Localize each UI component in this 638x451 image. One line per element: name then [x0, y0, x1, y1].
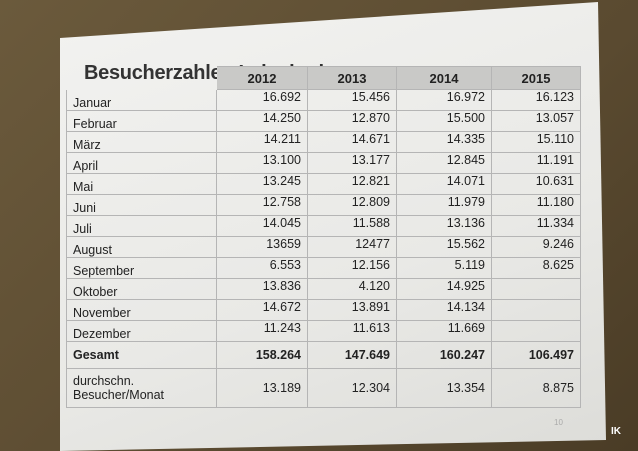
table-row: Januar 16.692 15.456 16.972 16.123	[66, 89, 581, 111]
value-cell: 4.120	[307, 278, 397, 300]
value-cell: 11.669	[396, 320, 492, 342]
empty-cell	[491, 320, 581, 342]
value-cell: 16.123	[491, 89, 581, 111]
column-header: 2012	[216, 66, 308, 90]
value-cell: 160.247	[396, 341, 492, 369]
value-cell: 147.649	[307, 341, 397, 369]
value-cell: 11.613	[307, 320, 397, 342]
value-cell: 12.304	[307, 368, 397, 408]
value-cell: 12.156	[307, 257, 397, 279]
value-cell: 12.845	[396, 152, 492, 174]
value-cell: 14.672	[216, 299, 308, 321]
row-label: Gesamt	[66, 341, 217, 369]
data-table: 2012 2013 2014 2015 Januar 16.692 15.456 16.97…	[66, 66, 581, 408]
table-row: durchschn. Besucher/Monat 13.189 12.304 13.…	[66, 368, 581, 408]
corner-cell	[67, 67, 217, 90]
value-cell: 13.354	[396, 368, 492, 408]
table-row: August 13659 12477 15.562 9.246	[66, 236, 581, 258]
value-cell: 11.243	[216, 320, 308, 342]
header-row: 2012 2013 2014 2015	[67, 66, 581, 90]
row-label: Juli	[66, 215, 217, 237]
value-cell: 158.264	[216, 341, 308, 369]
value-cell: 13.057	[491, 110, 581, 132]
column-header: 2015	[491, 66, 581, 90]
value-cell: 14.134	[396, 299, 492, 321]
row-label: Januar	[66, 89, 217, 111]
value-cell: 14.925	[396, 278, 492, 300]
value-cell: 106.497	[491, 341, 581, 369]
row-label: Mai	[66, 173, 217, 195]
value-cell: 14.335	[396, 131, 492, 153]
empty-cell	[491, 299, 581, 321]
row-label: November	[66, 299, 217, 321]
value-cell: 14.071	[396, 173, 492, 195]
value-cell: 13.136	[396, 215, 492, 237]
column-header: 2014	[396, 66, 492, 90]
value-cell: 13.189	[216, 368, 308, 408]
table-row: Dezember 11.243 11.613 11.669	[66, 320, 581, 342]
watermark: IK	[611, 426, 621, 437]
table-row: Oktober 13.836 4.120 14.925	[66, 278, 581, 300]
value-cell: 11.334	[491, 215, 581, 237]
value-cell: 13.836	[216, 278, 308, 300]
value-cell: 8.625	[491, 257, 581, 279]
value-cell: 16.692	[216, 89, 308, 111]
page-number: 10	[554, 418, 563, 427]
value-cell: 11.979	[396, 194, 492, 216]
row-label: Juni	[66, 194, 217, 216]
value-cell: 6.553	[216, 257, 308, 279]
value-cell: 14.211	[216, 131, 308, 153]
value-cell: 13.177	[307, 152, 397, 174]
table-row: Mai 13.245 12.821 14.071 10.631	[66, 173, 581, 195]
table-row: Juni 12.758 12.809 11.979 11.180	[66, 194, 581, 216]
table-row: November 14.672 13.891 14.134	[66, 299, 581, 321]
value-cell: 10.631	[491, 173, 581, 195]
row-label: April	[66, 152, 217, 174]
value-cell: 15.500	[396, 110, 492, 132]
value-cell: 13.891	[307, 299, 397, 321]
value-cell: 14.671	[307, 131, 397, 153]
value-cell: 13659	[216, 236, 308, 258]
value-cell: 12477	[307, 236, 397, 258]
value-cell: 11.588	[307, 215, 397, 237]
table-row: Juli 14.045 11.588 13.136 11.334	[66, 215, 581, 237]
value-cell: 12.870	[307, 110, 397, 132]
table-row: März 14.211 14.671 14.335 15.110	[66, 131, 581, 153]
value-cell: 15.110	[491, 131, 581, 153]
value-cell: 13.100	[216, 152, 308, 174]
value-cell: 12.758	[216, 194, 308, 216]
empty-cell	[491, 278, 581, 300]
value-cell: 15.456	[307, 89, 397, 111]
row-label: März	[66, 131, 217, 153]
row-label: Februar	[66, 110, 217, 132]
table-row: Gesamt 158.264 147.649 160.247 106.497	[66, 341, 581, 369]
row-label: August	[66, 236, 217, 258]
column-header: 2013	[307, 66, 397, 90]
value-cell: 9.246	[491, 236, 581, 258]
value-cell: 14.250	[216, 110, 308, 132]
value-cell: 14.045	[216, 215, 308, 237]
value-cell: 16.972	[396, 89, 492, 111]
value-cell: 12.821	[307, 173, 397, 195]
value-cell: 13.245	[216, 173, 308, 195]
table-row: Februar 14.250 12.870 15.500 13.057	[66, 110, 581, 132]
row-label: Dezember	[66, 320, 217, 342]
value-cell: 5.119	[396, 257, 492, 279]
table-row: September 6.553 12.156 5.119 8.625	[66, 257, 581, 279]
table-row: April 13.100 13.177 12.845 11.191	[66, 152, 581, 174]
value-cell: 11.191	[491, 152, 581, 174]
value-cell: 11.180	[491, 194, 581, 216]
row-label: September	[66, 257, 217, 279]
value-cell: 8.875	[491, 368, 581, 408]
row-label: durchschn. Besucher/Monat	[66, 368, 217, 408]
row-label: Oktober	[66, 278, 217, 300]
value-cell: 15.562	[396, 236, 492, 258]
value-cell: 12.809	[307, 194, 397, 216]
